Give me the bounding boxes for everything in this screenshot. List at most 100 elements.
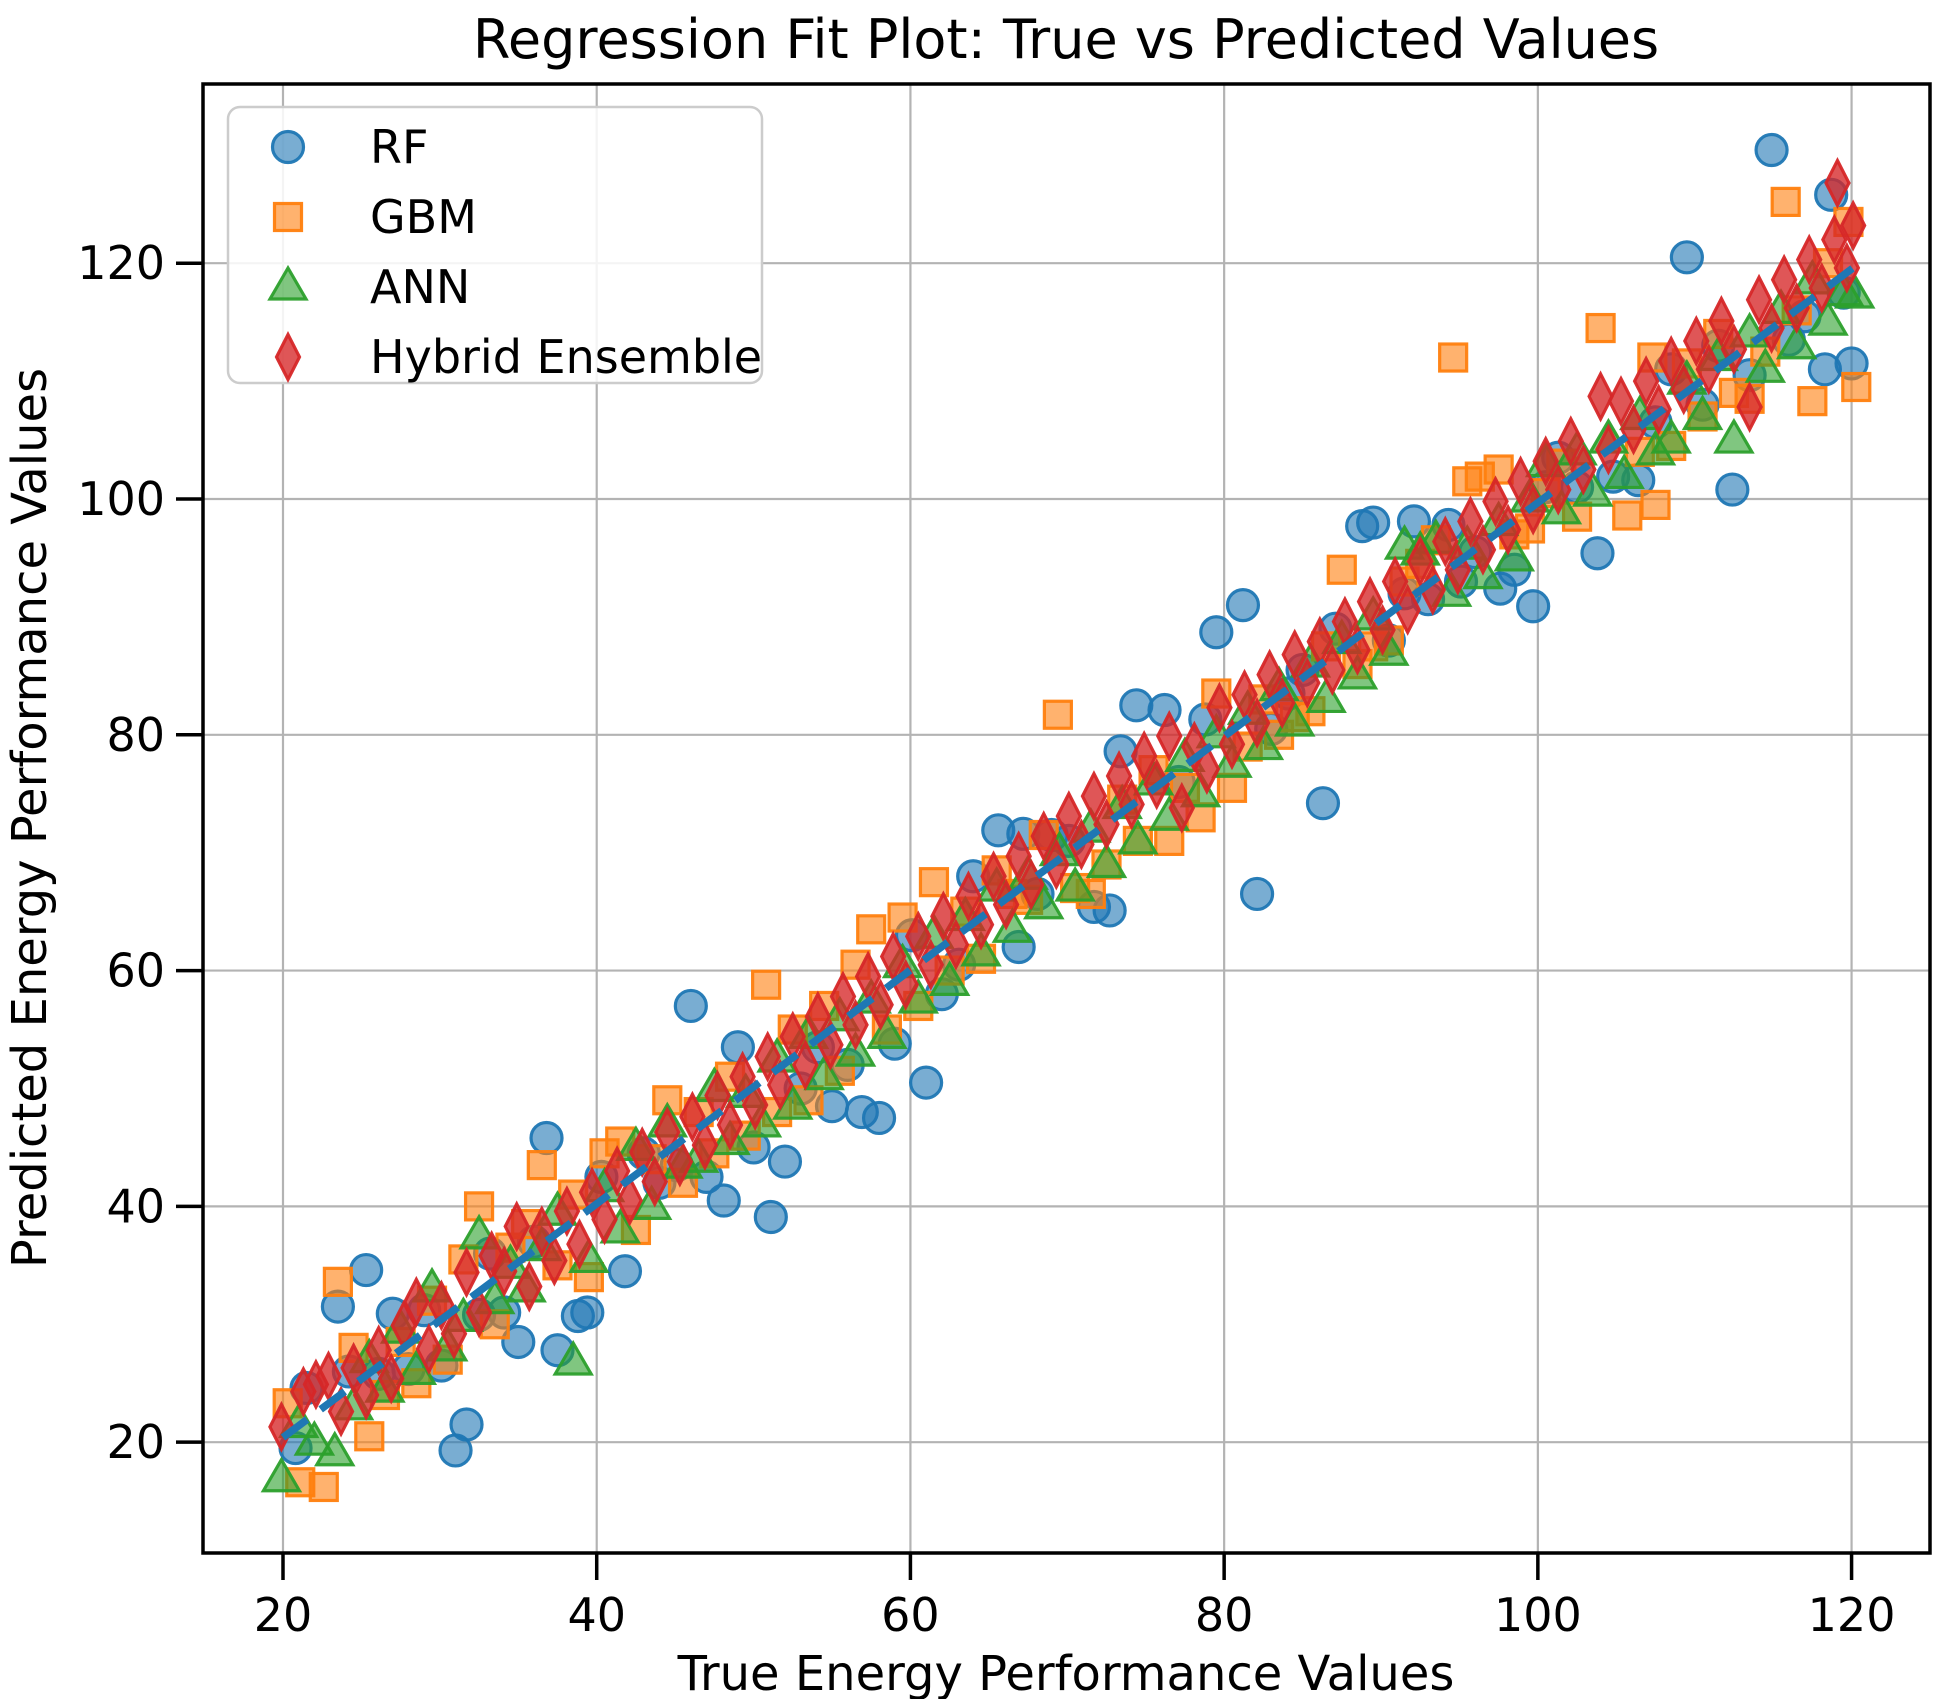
scatter-series-layer [260,132,1876,1503]
scatter-point-hybrid-ensemble [541,1234,568,1287]
scatter-point-ann [1650,417,1692,454]
x-tick-label-40: 40 [567,1588,626,1642]
y-axis-label: Predicted Energy Performance Values [2,368,58,1268]
ann-marker-icon [267,264,309,301]
scatter-point-hybrid-ensemble [1795,233,1823,286]
scatter-point-hybrid-ensemble [716,1099,744,1152]
scatter-point-hybrid-ensemble [1482,475,1509,528]
y-tick-label-60: 60 [106,944,165,998]
y-tick-label-80: 80 [106,708,165,762]
scatter-point-ann [552,1339,594,1376]
tick-marks [176,261,1854,1580]
scatter-point-hybrid-ensemble [829,970,857,1023]
scatter-point-gbm [751,969,782,1000]
scatter-point-rf [529,1120,564,1156]
scatter-point-ann [1054,865,1096,902]
scatter-point-gbm [1612,500,1643,531]
scatter-point-ann [928,960,971,996]
scatter-point-hybrid-ensemble [1708,294,1735,347]
scatter-point-hybrid-ensemble [1155,709,1183,762]
scatter-point-rf [753,1199,788,1235]
scatter-point-hybrid-ensemble [628,1126,656,1179]
scatter-point-hybrid-ensemble [503,1200,531,1253]
scatter-point-rf [1119,688,1154,723]
scatter-point-gbm [1154,825,1185,857]
scatter-point-rf [1754,132,1789,168]
scatter-point-hybrid-ensemble [967,898,995,951]
scatter-point-gbm [1483,454,1514,485]
chart-title: Regression Fit Plot: True vs Predicted V… [473,8,1659,71]
scatter-point-ann [630,1184,673,1220]
scatter-point-ann [866,1013,908,1050]
scatter-point-hybrid-ensemble [1682,315,1710,368]
scatter-point-hybrid-ensemble [315,1350,342,1403]
scatter-point-gbm [856,914,887,945]
y-tick-label-40: 40 [106,1179,165,1233]
scatter-point-hybrid-ensemble [1406,535,1434,588]
scatter-point-hybrid-ensemble [553,1185,581,1238]
scatter-point-gbm [1438,342,1469,373]
rf-marker-icon [270,129,306,165]
scatter-point-hybrid-ensemble [1381,555,1409,608]
scatter-point-hybrid-ensemble [1632,355,1660,408]
scatter-point-rf [570,1295,605,1330]
scatter-point-hybrid-ensemble [1256,648,1283,701]
scatter-point-ann [1085,842,1128,879]
scatter-point-hybrid-ensemble [1432,515,1459,568]
legend-item-rf: RF [270,120,428,174]
scatter-point-hybrid-ensemble [1532,435,1559,488]
scatter-point-rf [1580,536,1615,571]
y-tick-label-100: 100 [77,472,165,526]
scatter-point-hybrid-ensemble [1607,375,1635,428]
legend-label-ann: ANN [370,260,470,314]
scatter-point-rf [449,1407,484,1442]
scatter-point-ann [1807,299,1849,336]
scatter-point-ann [1493,535,1536,572]
scatter-point-hybrid-ensemble [1494,503,1522,556]
scatter-point-hybrid-ensemble [1657,335,1685,388]
scatter-point-hybrid-ensemble [528,1205,556,1258]
scatter-point-rf [349,1252,384,1288]
scatter-point-hybrid-ensemble [616,1174,643,1227]
axes-spines [201,82,1932,1555]
scatter-point-rf [706,1183,741,1218]
scatter-point-hybrid-ensemble [955,870,982,923]
legend: RF GBM ANN Hybrid Ensemble [226,105,764,385]
scatter-point-hybrid-ensemble [1824,157,1851,210]
scatter-point-ann [1603,453,1645,490]
gbm-marker-icon [272,201,304,233]
scatter-point-ann [1305,677,1347,714]
scatter-point-hybrid-ensemble [1770,253,1798,306]
scatter-point-rf [1715,472,1750,507]
scatter-point-hybrid-ensemble [1055,790,1083,843]
scatter-point-hybrid-ensemble [403,1275,430,1328]
scatter-point-rf [501,1324,536,1360]
x-axis-label: True Energy Performance Values [677,1646,1455,1699]
scatter-point-ann [1775,323,1818,360]
scatter-point-hybrid-ensemble [1080,770,1108,823]
scatter-point-rf [1356,505,1391,540]
scatter-point-gbm [1797,386,1828,417]
scatter-point-hybrid-ensemble [641,1155,669,1208]
scatter-point-gbm [1326,554,1357,585]
scatter-point-hybrid-ensemble [1839,199,1867,252]
scatter-point-hybrid-ensemble [1005,830,1032,883]
y-tick-label-120: 120 [77,236,165,290]
scatter-point-hybrid-ensemble [453,1246,480,1299]
scatter-point-hybrid-ensemble [1587,370,1614,423]
scatter-point-rf [1199,615,1234,650]
scatter-point-rf [720,1030,755,1065]
scatter-point-hybrid-ensemble [1168,781,1196,834]
scatter-point-ann [1744,347,1787,383]
hybrid-ensemble-marker-icon [274,330,302,384]
scatter-point-hybrid-ensemble [691,1119,719,1172]
x-tick-label-20: 20 [254,1588,313,1642]
legend-item-hybrid-ensemble: Hybrid Ensemble [274,330,762,384]
scatter-point-rf [1669,240,1704,275]
scatter-point-hybrid-ensemble [1281,628,1309,681]
scatter-point-ann [991,907,1034,943]
scatter-point-ann [313,1430,356,1467]
scatter-point-hybrid-ensemble [1206,681,1233,734]
scatter-point-gbm [918,867,950,898]
